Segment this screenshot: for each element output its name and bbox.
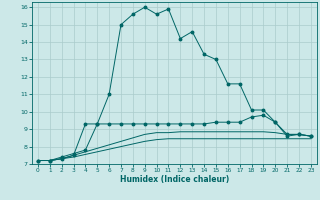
- X-axis label: Humidex (Indice chaleur): Humidex (Indice chaleur): [120, 175, 229, 184]
